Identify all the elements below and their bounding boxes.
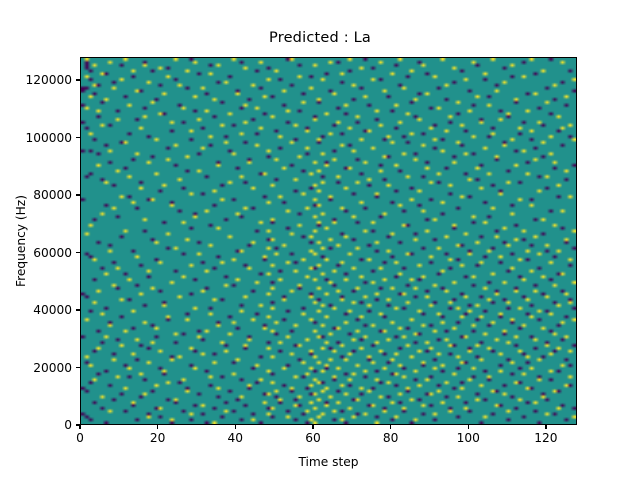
y-tick-label: 40000 (33, 303, 72, 317)
y-tick-label: 20000 (33, 360, 72, 375)
y-tick-mark (76, 424, 80, 426)
y-tick-mark (76, 366, 80, 369)
x-tick-label: 120 (534, 431, 558, 445)
x-tick-mark (79, 425, 81, 429)
x-axis-label: Time step (298, 455, 359, 469)
y-tick-mark (76, 136, 80, 139)
heatmap-image (81, 58, 576, 424)
chart-title: Predicted : La (269, 30, 371, 46)
x-tick-label: 100 (456, 431, 480, 445)
x-tick-label: 0 (76, 431, 84, 445)
y-tick-label: 0 (64, 418, 72, 432)
y-tick-label: 120000 (25, 73, 72, 87)
y-tick-mark (76, 79, 80, 81)
x-tick-label: 40 (227, 431, 244, 445)
x-tick-mark (390, 425, 392, 429)
x-tick-mark (312, 425, 314, 429)
y-tick-mark (76, 194, 80, 196)
heatmap-axes (80, 57, 577, 425)
x-tick-label: 80 (382, 431, 399, 445)
x-tick-mark (157, 425, 159, 429)
x-tick-mark (234, 425, 236, 429)
x-tick-mark (467, 425, 469, 429)
x-tick-mark (545, 425, 547, 429)
y-tick-label: 60000 (33, 245, 72, 260)
y-tick-mark (76, 251, 80, 254)
y-tick-mark (76, 309, 80, 311)
y-tick-label: 100000 (25, 130, 72, 145)
x-tick-label: 20 (149, 431, 166, 445)
y-tick-label: 80000 (33, 188, 72, 202)
x-tick-label: 60 (305, 431, 321, 445)
